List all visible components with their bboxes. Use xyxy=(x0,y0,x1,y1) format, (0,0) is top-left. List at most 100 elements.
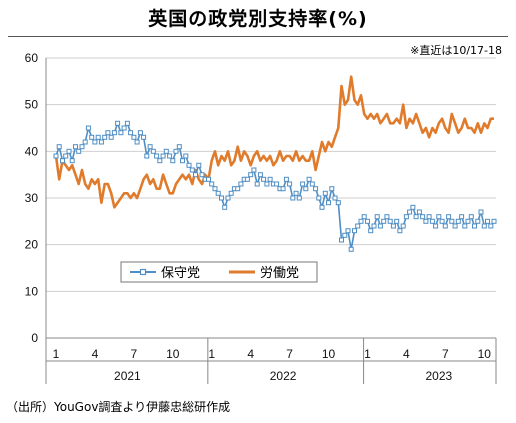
data-point-conservative xyxy=(98,139,104,145)
data-point-conservative xyxy=(339,237,344,243)
data-point-conservative xyxy=(410,204,416,210)
legend-box xyxy=(120,261,318,283)
data-point-conservative xyxy=(348,246,354,252)
data-point-conservative xyxy=(358,218,364,224)
data-point-conservative xyxy=(118,130,124,136)
data-point-conservative xyxy=(436,214,442,220)
data-point-conservative xyxy=(485,218,490,224)
data-point-conservative xyxy=(413,214,419,220)
data-point-conservative xyxy=(387,218,393,224)
data-point-conservative xyxy=(306,176,312,182)
data-point-conservative xyxy=(206,176,211,182)
data-point-conservative xyxy=(403,214,409,220)
legend: 保守党 労働党 xyxy=(120,261,318,283)
x-tick-label: 10 xyxy=(166,347,180,361)
data-point-conservative xyxy=(92,139,98,145)
data-point-conservative xyxy=(173,148,179,154)
data-point-conservative xyxy=(355,223,361,229)
data-point-conservative xyxy=(251,167,257,173)
x-tick-label: 10 xyxy=(322,347,336,361)
data-point-conservative xyxy=(95,134,101,140)
x-tick-label: 4 xyxy=(247,347,254,361)
data-point-conservative xyxy=(332,195,338,201)
data-point-conservative xyxy=(105,130,111,136)
data-point-conservative xyxy=(439,218,445,224)
data-point-conservative xyxy=(491,218,497,224)
data-point-conservative xyxy=(309,181,315,187)
data-point-conservative xyxy=(290,195,296,201)
data-point-conservative xyxy=(186,162,192,168)
data-point-conservative xyxy=(377,223,383,229)
data-point-conservative xyxy=(53,153,59,159)
x-tick-label: 7 xyxy=(131,347,138,361)
y-tick-label: 20 xyxy=(25,238,39,252)
x-tick-label: 7 xyxy=(286,347,293,361)
data-point-conservative xyxy=(115,120,121,126)
data-point-conservative xyxy=(384,214,390,220)
data-point-conservative xyxy=(352,228,357,234)
y-tick-label: 50 xyxy=(25,98,39,112)
data-point-conservative xyxy=(374,214,380,220)
data-point-conservative xyxy=(69,158,75,164)
data-point-conservative xyxy=(390,223,396,229)
data-point-conservative xyxy=(459,214,465,220)
data-point-conservative xyxy=(79,144,85,150)
data-point-conservative xyxy=(342,232,348,238)
data-point-conservative xyxy=(423,218,429,224)
data-point-conservative xyxy=(76,148,82,154)
x-year-label: 2023 xyxy=(425,369,452,383)
data-point-conservative xyxy=(199,172,205,178)
y-tick-label: 0 xyxy=(31,331,38,345)
data-point-conservative xyxy=(248,172,254,178)
data-point-conservative xyxy=(147,144,153,150)
data-point-conservative xyxy=(219,195,224,201)
series-layer xyxy=(53,75,497,252)
data-point-conservative xyxy=(141,134,147,140)
data-point-conservative xyxy=(170,158,176,164)
data-point-conservative xyxy=(283,176,289,182)
data-point-conservative xyxy=(322,190,328,196)
series-line-labour xyxy=(54,75,494,209)
data-point-conservative xyxy=(433,223,439,229)
data-point-conservative xyxy=(481,223,487,229)
data-point-conservative xyxy=(254,181,260,187)
x-tick-label: 10 xyxy=(478,347,492,361)
title-divider xyxy=(8,36,508,37)
y-tick-label: 30 xyxy=(25,191,39,205)
data-point-conservative xyxy=(397,228,403,234)
data-point-conservative xyxy=(371,223,377,229)
data-point-conservative xyxy=(462,223,468,229)
data-point-conservative xyxy=(264,181,270,187)
data-point-conservative xyxy=(89,134,95,140)
data-point-conservative xyxy=(465,218,471,224)
data-point-conservative xyxy=(238,181,244,187)
chart-title: 英国の政党別支持率(%) xyxy=(148,8,368,30)
y-tick-label: 10 xyxy=(25,284,39,298)
data-point-conservative xyxy=(244,176,250,182)
x-tick-label: 1 xyxy=(364,347,371,361)
data-point-conservative xyxy=(420,214,426,220)
data-point-conservative xyxy=(319,204,325,210)
data-point-conservative xyxy=(478,209,484,215)
data-point-conservative xyxy=(335,200,341,206)
data-point-conservative xyxy=(154,153,160,159)
data-point-conservative xyxy=(280,186,286,192)
data-point-conservative xyxy=(66,148,72,154)
data-point-conservative xyxy=(111,130,117,136)
data-point-conservative xyxy=(426,214,432,220)
data-point-conservative xyxy=(63,153,69,159)
data-point-conservative xyxy=(274,181,280,187)
data-point-conservative xyxy=(150,148,156,154)
legend-label-labour: 労働党 xyxy=(260,266,299,281)
data-point-conservative xyxy=(407,209,413,215)
data-point-conservative xyxy=(160,153,166,159)
data-point-conservative xyxy=(300,181,306,187)
x-year-label: 2022 xyxy=(270,369,297,383)
data-point-conservative xyxy=(131,134,137,140)
data-point-conservative xyxy=(144,153,150,159)
data-point-conservative xyxy=(261,176,267,182)
data-point-conservative xyxy=(196,162,202,168)
data-point-conservative xyxy=(102,134,108,140)
data-point-conservative xyxy=(345,228,351,234)
data-point-conservative xyxy=(176,144,182,150)
